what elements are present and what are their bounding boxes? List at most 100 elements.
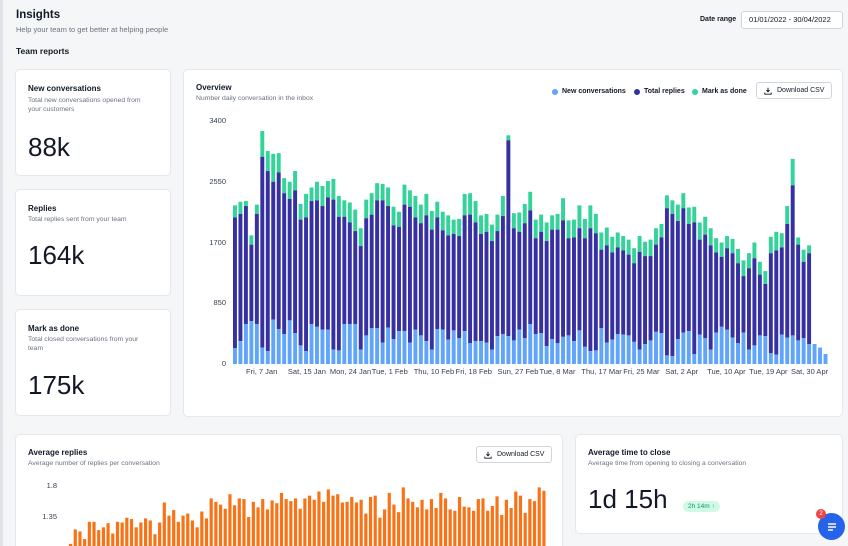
bar-mark-as-done: [561, 198, 566, 221]
bar-average-replies: [448, 509, 452, 546]
bar-total-replies: [796, 244, 801, 341]
bar-mark-as-done: [342, 200, 347, 217]
bar-average-replies: [415, 507, 419, 546]
bar-mark-as-done: [768, 236, 773, 254]
bar-new-conversations: [440, 329, 445, 364]
bar-average-replies: [87, 521, 91, 546]
legend-item-mark-as-done[interactable]: Mark as done: [692, 88, 747, 95]
bar-total-replies: [468, 214, 473, 344]
bar-new-conversations: [233, 348, 237, 364]
bar-average-replies: [134, 527, 138, 546]
card-subtitle: Total new conversations opened from: [28, 97, 141, 104]
legend-item-total-replies[interactable]: Total replies: [634, 88, 685, 95]
bar-new-conversations: [763, 336, 768, 364]
bar-total-replies: [615, 247, 620, 334]
bar-new-conversations: [331, 349, 336, 364]
bar-total-replies: [785, 223, 790, 338]
bar-average-replies: [228, 494, 232, 546]
bar-average-replies: [204, 518, 209, 546]
bar-total-replies: [391, 225, 396, 339]
bar-average-replies: [162, 502, 166, 546]
bar-total-replies: [380, 200, 385, 343]
bar-average-replies: [101, 527, 105, 546]
legend-swatch: [692, 88, 698, 95]
bar-mark-as-done: [440, 211, 445, 231]
bar-new-conversations: [451, 330, 456, 364]
download-csv-button[interactable]: Download CSV: [756, 82, 833, 99]
bar-new-conversations: [703, 338, 708, 364]
bar-mark-as-done: [462, 193, 467, 216]
average-replies-card: [15, 434, 563, 546]
bar-total-replies: [632, 263, 637, 342]
bar-new-conversations: [380, 342, 385, 364]
bar-average-replies: [378, 517, 382, 546]
average-time-subtitle: Average time from opening to closing a c…: [588, 460, 747, 467]
bar-total-replies: [260, 156, 265, 348]
bar-total-replies: [801, 261, 806, 339]
bar-mark-as-done: [544, 222, 549, 242]
bar-average-replies: [209, 498, 213, 546]
download-csv-button-2[interactable]: Download CSV: [476, 446, 553, 463]
bar-mark-as-done: [550, 215, 555, 230]
bar-mark-as-done: [593, 213, 598, 234]
new-conversations-card: New conversations Total new conversation…: [15, 69, 171, 176]
bar-total-replies: [779, 247, 784, 335]
date-range-input[interactable]: 01/01/2022 - 30/04/2022: [741, 11, 843, 29]
bar-mark-as-done: [331, 178, 336, 200]
card-subtitle: Total closed conversations from your: [28, 336, 139, 343]
bar-total-replies: [708, 245, 713, 350]
bar-mark-as-done: [708, 228, 713, 246]
bar-total-replies: [358, 246, 363, 350]
date-range-label: Date range: [700, 16, 737, 23]
bar-total-replies: [572, 237, 576, 342]
bar-new-conversations: [790, 335, 795, 364]
bar-mark-as-done: [664, 195, 669, 209]
bar-total-replies: [555, 229, 560, 344]
bar-mark-as-done: [697, 222, 702, 240]
bar-mark-as-done: [364, 199, 369, 219]
stat-value: 164k: [28, 240, 85, 270]
bar-new-conversations: [708, 349, 713, 364]
average-time-title: Average time to close: [588, 448, 671, 457]
bar-total-replies: [506, 140, 511, 337]
bar-total-replies: [511, 228, 516, 341]
bar-total-replies: [402, 204, 407, 332]
bar-total-replies: [610, 252, 615, 340]
card-title: New conversations: [28, 84, 101, 93]
bar-average-replies: [472, 510, 476, 546]
bar-mark-as-done: [353, 209, 358, 232]
bar-new-conversations: [555, 343, 560, 364]
bar-total-replies: [347, 222, 352, 324]
bar-total-replies: [774, 250, 779, 355]
bar-total-replies: [561, 220, 566, 337]
bar-total-replies: [577, 228, 582, 331]
bar-total-replies: [604, 245, 609, 343]
bar-average-replies: [148, 520, 152, 546]
bar-total-replies: [675, 221, 680, 339]
bar-new-conversations: [588, 351, 593, 364]
bar-mark-as-done: [336, 196, 341, 217]
bar-average-replies: [373, 495, 377, 546]
bar-mark-as-done: [599, 232, 604, 250]
bar-new-conversations: [429, 349, 434, 364]
bar-average-replies: [186, 513, 190, 546]
bar-mark-as-done: [572, 219, 576, 238]
section-title: Team reports: [16, 46, 70, 56]
bar-total-replies: [746, 268, 751, 350]
bar-total-replies: [249, 244, 254, 322]
bar-new-conversations: [659, 333, 664, 364]
legend-item-new-conversations[interactable]: New conversations: [552, 88, 626, 95]
bar-mark-as-done: [779, 233, 784, 248]
bar-total-replies: [697, 239, 702, 335]
card-subtitle: Total replies sent from your team: [28, 216, 127, 223]
bar-average-replies: [523, 512, 527, 546]
bar-average-replies: [303, 498, 307, 546]
y-tick-label: 1.35: [42, 512, 57, 521]
bar-new-conversations: [593, 350, 598, 364]
bar-new-conversations: [473, 341, 478, 364]
bar-mark-as-done: [413, 196, 418, 218]
bar-mark-as-done: [424, 193, 429, 216]
bar-mark-as-done: [681, 193, 686, 209]
bar-average-replies: [275, 503, 279, 546]
bar-total-replies: [331, 199, 336, 350]
